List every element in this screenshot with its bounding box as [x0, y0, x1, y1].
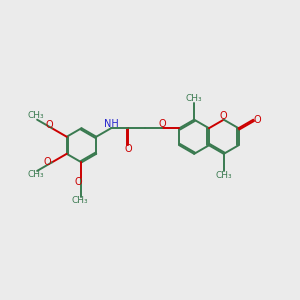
Text: O: O: [220, 110, 228, 121]
Text: O: O: [158, 119, 166, 129]
Text: CH₃: CH₃: [72, 196, 88, 206]
Text: O: O: [254, 115, 262, 125]
Text: O: O: [75, 177, 83, 188]
Text: NH: NH: [104, 119, 119, 129]
Text: CH₃: CH₃: [27, 170, 44, 179]
Text: O: O: [44, 158, 51, 167]
Text: CH₃: CH₃: [186, 94, 202, 103]
Text: O: O: [124, 144, 132, 154]
Text: CH₃: CH₃: [27, 111, 44, 120]
Text: CH₃: CH₃: [215, 171, 232, 180]
Text: O: O: [45, 120, 53, 130]
